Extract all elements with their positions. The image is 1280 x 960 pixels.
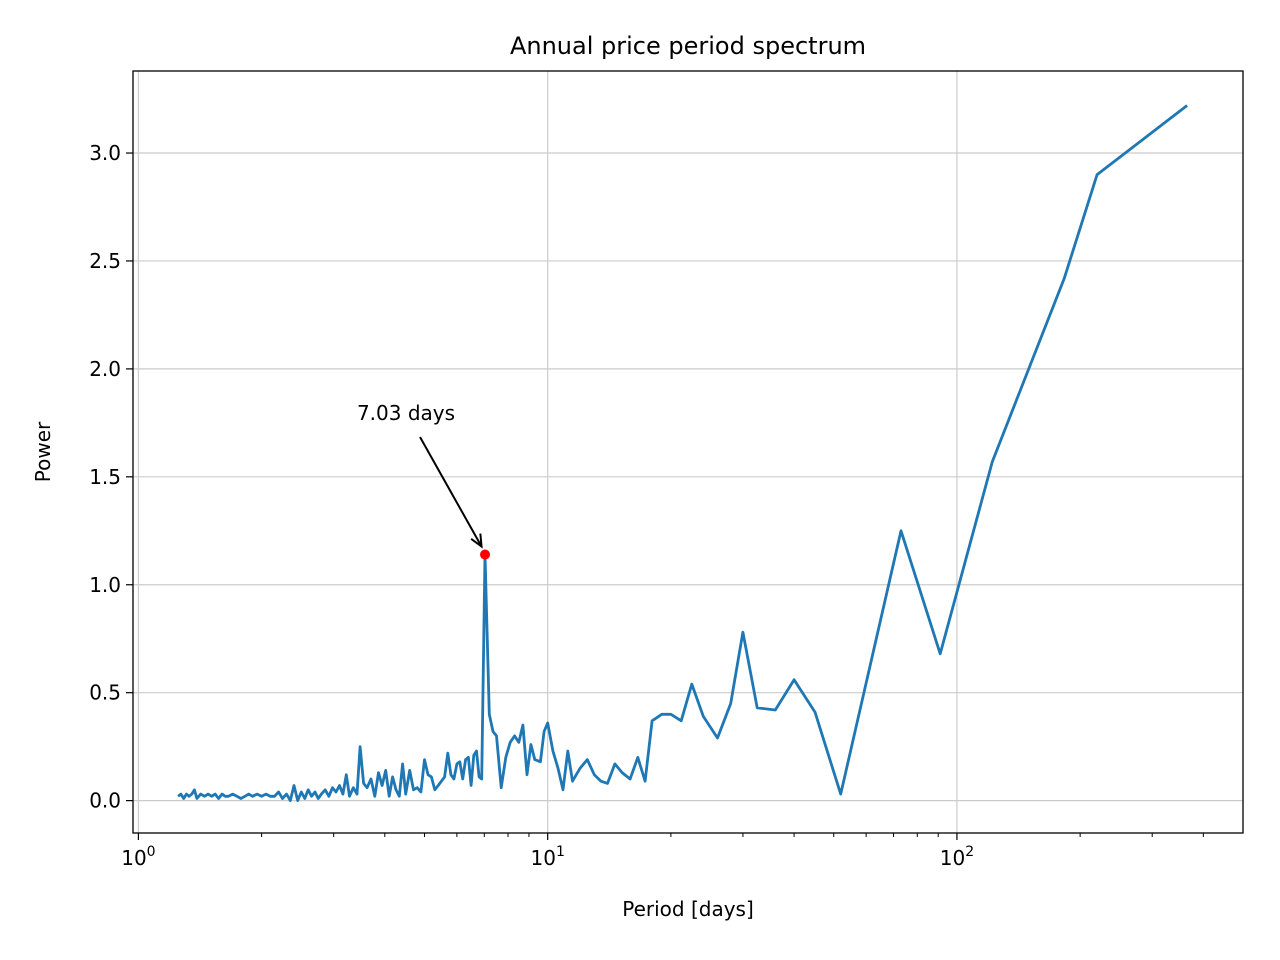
x-axis-title: Period [days] <box>622 897 754 921</box>
chart-title: Annual price period spectrum <box>510 32 866 60</box>
annotation-arrow <box>419 436 483 548</box>
y-tick-label: 2.5 <box>89 249 121 273</box>
annotation-layer: 7.03 days <box>357 401 491 560</box>
y-tick-label: 1.5 <box>89 465 121 489</box>
y-axis-title: Power <box>31 421 55 482</box>
grid-lines <box>133 71 1243 833</box>
y-tick-label: 1.0 <box>89 573 121 597</box>
axis-ticks <box>126 152 958 840</box>
y-tick-label: 0.5 <box>89 681 121 705</box>
annotation-label: 7.03 days <box>357 401 455 425</box>
x-tick-label: 102 <box>940 844 974 870</box>
series-layer <box>177 104 1188 802</box>
tick-labels: 0.0 0.5 1.0 1.5 2.0 2.5 3.0 100 101 102 <box>89 141 974 870</box>
x-tick-label: 101 <box>530 844 564 870</box>
annotation-arrowhead <box>470 533 483 549</box>
plot-frame <box>132 70 1244 834</box>
y-tick-label: 2.0 <box>89 357 121 381</box>
x-tick-label: 100 <box>121 844 155 870</box>
spectrum-line <box>177 104 1188 802</box>
y-tick-label: 3.0 <box>89 141 121 165</box>
x-minor-ticks <box>261 833 1204 837</box>
peak-marker <box>480 549 491 560</box>
y-tick-label: 0.0 <box>89 789 121 813</box>
